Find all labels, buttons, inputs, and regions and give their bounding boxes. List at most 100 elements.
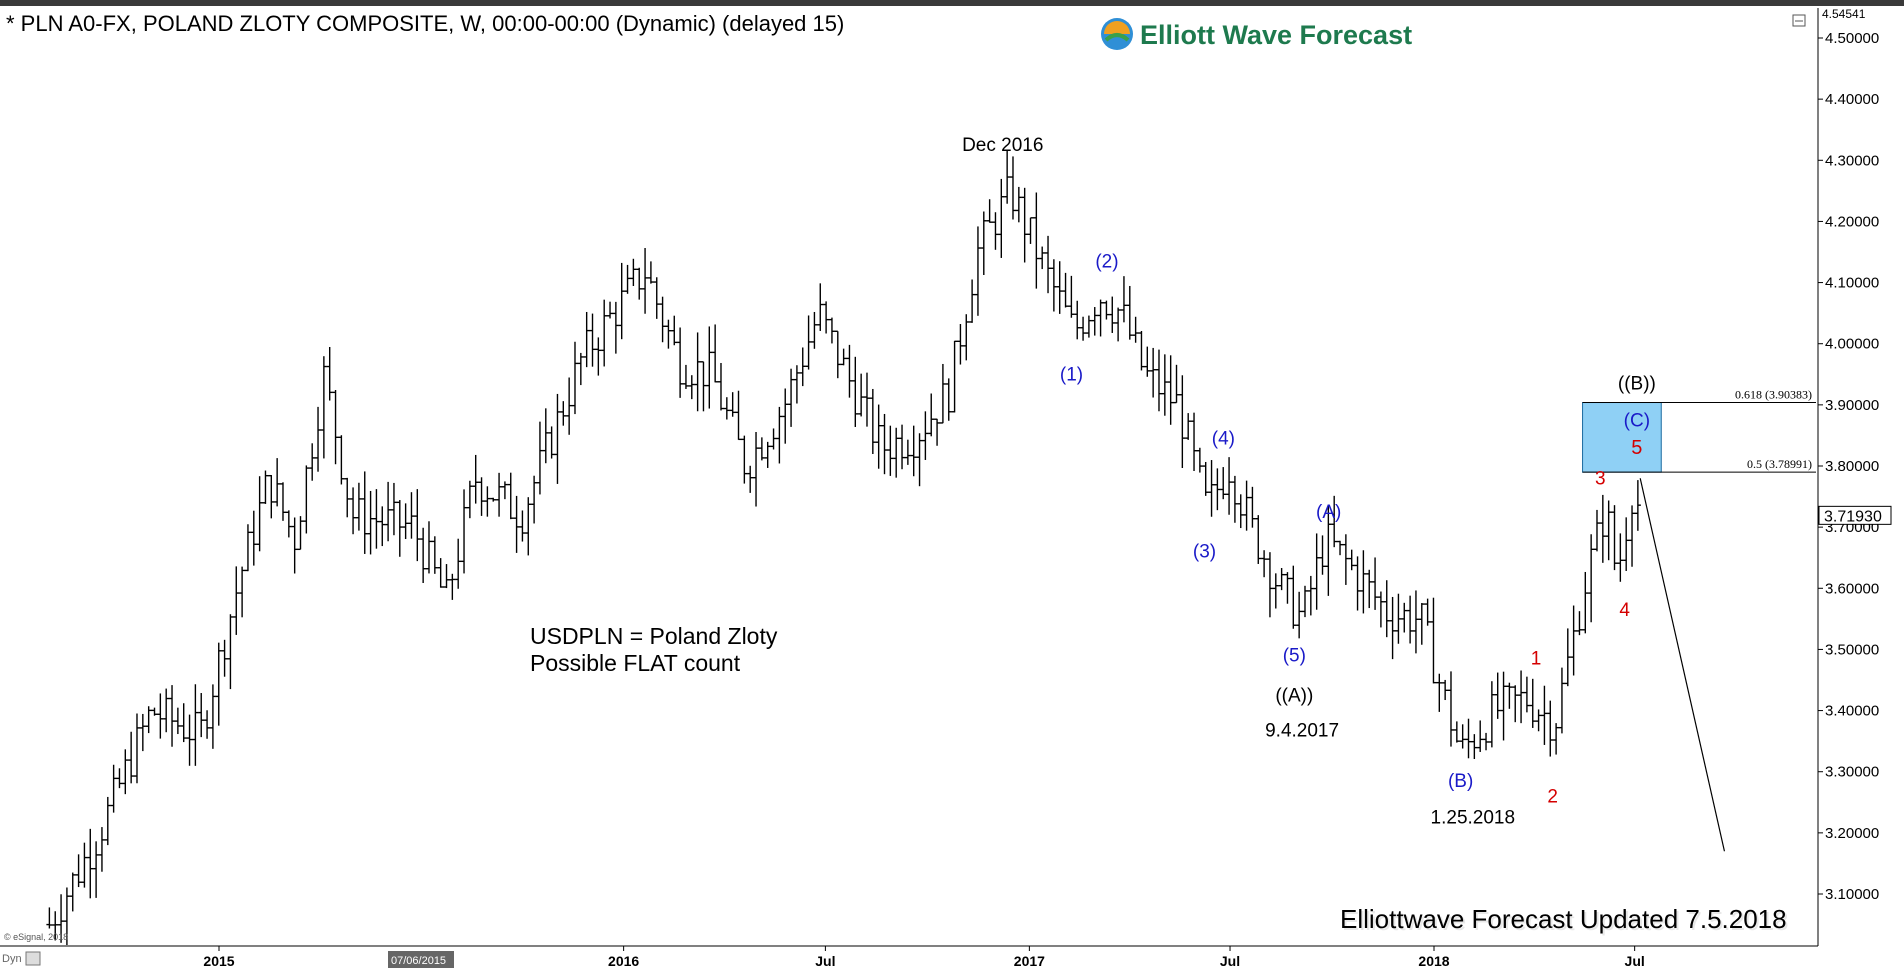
ohlc-bar [1015,186,1022,223]
ohlc-bar [58,894,65,943]
ohlc-bar [536,421,543,495]
ohlc-bar [344,477,351,518]
copyright-text: © eSignal, 2018 [4,932,68,942]
ohlc-bar [110,764,117,813]
ohlc-bar [1582,571,1589,634]
ohlc-bar [431,536,438,574]
ohlc-bar [1085,315,1092,338]
ohlc-bar [186,714,193,766]
ohlc-bar [490,497,497,502]
ohlc-bar [1395,593,1402,644]
corner-toggle-icon[interactable] [25,951,41,966]
ohlc-bar [764,441,771,468]
ohlc-bar [455,538,462,589]
ohlc-bar [1191,412,1198,472]
ohlc-bar [268,474,275,519]
ohlc-bar [262,470,269,504]
ohlc-bar [577,352,584,386]
last-price-label: 3.71930 [1824,508,1882,525]
ohlc-bar [1634,480,1641,531]
ohlc-bar [1389,596,1396,660]
ohlc-bar [484,486,491,517]
ohlc-bar [945,378,952,421]
note-line-2: Possible FLAT count [530,650,741,676]
ohlc-bar [1442,679,1449,701]
ohlc-bar [671,315,678,346]
ohlc-bar [1097,299,1104,337]
ohlc-bar [963,314,970,361]
ohlc-bar [1144,346,1151,377]
window-restore-icon[interactable] [1792,14,1806,27]
ohlc-bar [939,363,946,424]
ohlc-bar [1331,495,1338,548]
ohlc-bar [595,337,602,376]
ohlc-bar [1249,486,1256,528]
y-tick-label: 4.20000 [1825,213,1879,230]
ohlc-bar [174,707,181,735]
ohlc-bar [472,454,479,504]
ohlc-bar [1009,156,1016,220]
wave-label: (C) [1624,410,1650,431]
ohlc-bar [875,404,882,469]
ohlc-bar [1167,355,1174,425]
ohlc-bar [1050,259,1057,312]
ohlc-bar [93,841,100,898]
ohlc-bar [1483,732,1490,751]
ohlc-bar [717,362,724,411]
ohlc-bars [46,149,1641,946]
ohlc-bar [215,642,222,726]
ohlc-bar [1529,678,1536,728]
top-window-bar [0,0,1904,6]
ohlc-bar [285,510,292,538]
ohlc-bar [309,443,316,481]
ohlc-bar [274,458,281,507]
ohlc-bar [1202,461,1209,496]
ohlc-bar [1296,591,1303,639]
ohlc-bar [1629,505,1636,567]
ohlc-bar [706,326,713,409]
ohlc-bar [1465,718,1472,759]
ohlc-bar [869,388,876,455]
ohlc-bar [87,828,94,899]
ohlc-bar [928,393,935,437]
ohlc-bar [1611,505,1618,571]
footer-credit-shadow: Elliottwave Forecast Updated 7.5.2018 [1342,906,1789,936]
x-tick-label: 2018 [1418,953,1449,969]
ohlc-bar [1080,316,1087,341]
ohlc-bar [361,471,368,554]
y-tick-label: 4.00000 [1825,336,1879,353]
ohlc-bar [221,639,228,677]
ohlc-bar [1220,467,1227,500]
ohlc-bar [916,433,923,487]
ohlc-bar [1576,611,1583,636]
ohlc-bar [1243,480,1250,531]
ohlc-bar [478,477,485,516]
ohlc-bar [1354,556,1361,611]
wave-label: (2) [1095,251,1118,272]
ohlc-bar [1208,460,1215,517]
x-tick-label: Jul [815,953,835,969]
ohlc-bar [1109,296,1116,333]
footer-credit: Elliottwave Forecast Updated 7.5.2018 [1340,904,1787,934]
ohlc-bar [899,424,906,470]
ohlc-bar [507,472,514,520]
ohlc-bar [443,564,450,589]
ohlc-bar [811,311,818,349]
ohlc-bar [1033,192,1040,289]
ohlc-bar [607,301,614,319]
ohlc-bar [1471,734,1478,759]
ohlc-bar [753,431,760,507]
ohlc-bar [624,264,631,294]
x-tick-label: Jul [1220,953,1240,969]
y-tick-label: 3.40000 [1825,703,1879,720]
fib-50-label: 0.5 (3.78991) [1747,457,1812,471]
ohlc-bar [466,480,473,519]
ohlc-bar [834,330,841,379]
wave-label: 1.25.2018 [1431,808,1516,829]
ohlc-bar [233,566,240,635]
ohlc-bar [1453,721,1460,743]
wave-annotations: Dec 2016 (1) (2) (3) (4) (5) ((A)) 9.4.2017 (A) (… [962,135,1656,829]
ohlc-bar [980,211,987,276]
ohlc-bar [1313,533,1320,610]
